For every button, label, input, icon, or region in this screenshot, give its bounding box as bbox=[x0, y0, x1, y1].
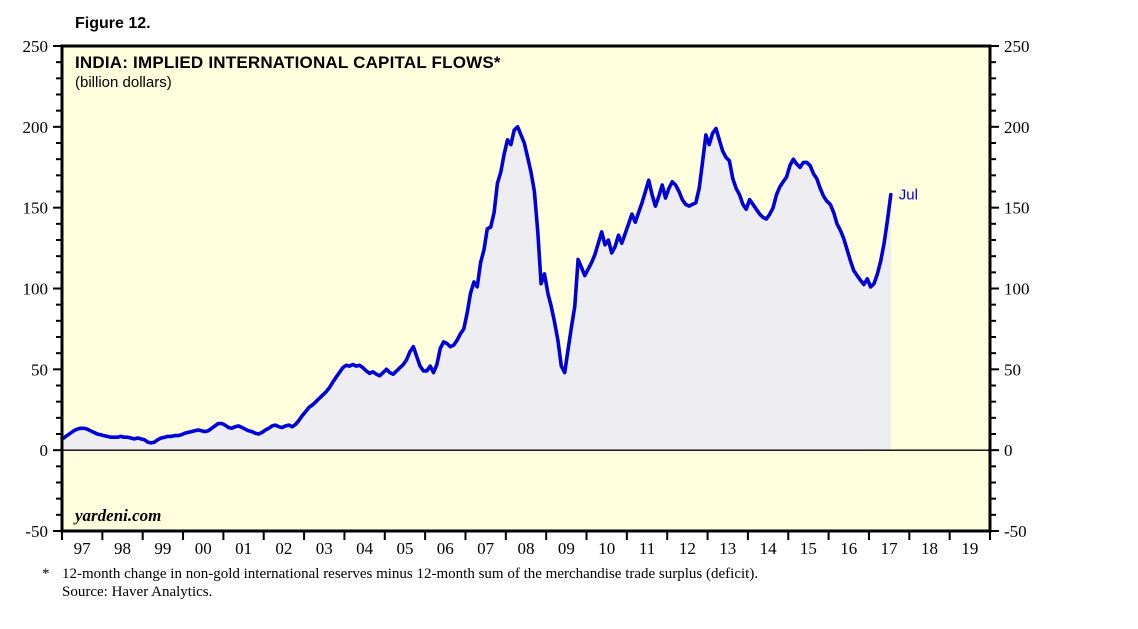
y-axis-label-left: 0 bbox=[40, 441, 49, 460]
x-axis-label: 15 bbox=[800, 539, 817, 558]
y-axis-label-left: 200 bbox=[23, 118, 49, 137]
y-axis-label-right: 0 bbox=[1004, 441, 1013, 460]
y-axis-label-right: 200 bbox=[1004, 118, 1030, 137]
x-axis-label: 06 bbox=[437, 539, 454, 558]
x-axis-label: 01 bbox=[235, 539, 252, 558]
x-axis-label: 07 bbox=[477, 539, 495, 558]
y-axis-label-left: 50 bbox=[31, 360, 48, 379]
x-axis-label: 04 bbox=[356, 539, 374, 558]
x-axis-label: 17 bbox=[881, 539, 899, 558]
capital-flows-line bbox=[60, 125, 893, 445]
x-axis-label: 12 bbox=[679, 539, 696, 558]
last-point-label: Jul bbox=[899, 187, 918, 204]
y-axis-label-left: -50 bbox=[25, 522, 48, 541]
x-axis-label: 05 bbox=[396, 539, 413, 558]
watermark: yardeni.com bbox=[75, 506, 162, 525]
footnote-line1: 12-month change in non-gold internationa… bbox=[62, 566, 759, 582]
x-axis-label: 02 bbox=[275, 539, 292, 558]
x-axis-label: 19 bbox=[961, 539, 978, 558]
y-axis-label-right: 50 bbox=[1004, 360, 1021, 379]
x-axis-label: 08 bbox=[518, 539, 535, 558]
figure-label: Figure 12. bbox=[75, 15, 151, 32]
y-axis-label-right: -50 bbox=[1004, 522, 1027, 541]
footnote-line2: Source: Haver Analytics. bbox=[62, 584, 213, 600]
y-axis-label-left: 150 bbox=[23, 199, 49, 218]
y-axis-label-right: 250 bbox=[1004, 37, 1030, 56]
y-axis-label-right: 100 bbox=[1004, 280, 1030, 299]
x-axis-label: 99 bbox=[154, 539, 171, 558]
chart-subtitle: (billion dollars) bbox=[75, 74, 172, 91]
chart-title: INDIA: IMPLIED INTERNATIONAL CAPITAL FLO… bbox=[75, 53, 501, 72]
x-axis-label: 18 bbox=[921, 539, 938, 558]
x-axis-label: 97 bbox=[74, 539, 92, 558]
y-axis-label-right: 150 bbox=[1004, 199, 1030, 218]
plot-border bbox=[60, 44, 992, 533]
x-axis-label: 13 bbox=[719, 539, 736, 558]
x-axis-label: 00 bbox=[195, 539, 212, 558]
plot-area: -50 -50 0 0 50 50 100 100 150 150 200 200 250 250 97 98… bbox=[23, 37, 1030, 558]
y-axis-label-left: 100 bbox=[23, 280, 49, 299]
footnote: * 12-month change in non-gold internatio… bbox=[42, 565, 758, 601]
footnote-marker: * bbox=[42, 566, 50, 582]
x-axis-label: 10 bbox=[598, 539, 615, 558]
x-axis-label: 14 bbox=[760, 539, 778, 558]
x-axis-label: 16 bbox=[840, 539, 857, 558]
x-axis-label: 03 bbox=[316, 539, 333, 558]
y-axis-label-left: 250 bbox=[23, 37, 49, 56]
x-axis-label: 09 bbox=[558, 539, 575, 558]
x-axis-label: 11 bbox=[639, 539, 655, 558]
x-axis-label: 98 bbox=[114, 539, 131, 558]
